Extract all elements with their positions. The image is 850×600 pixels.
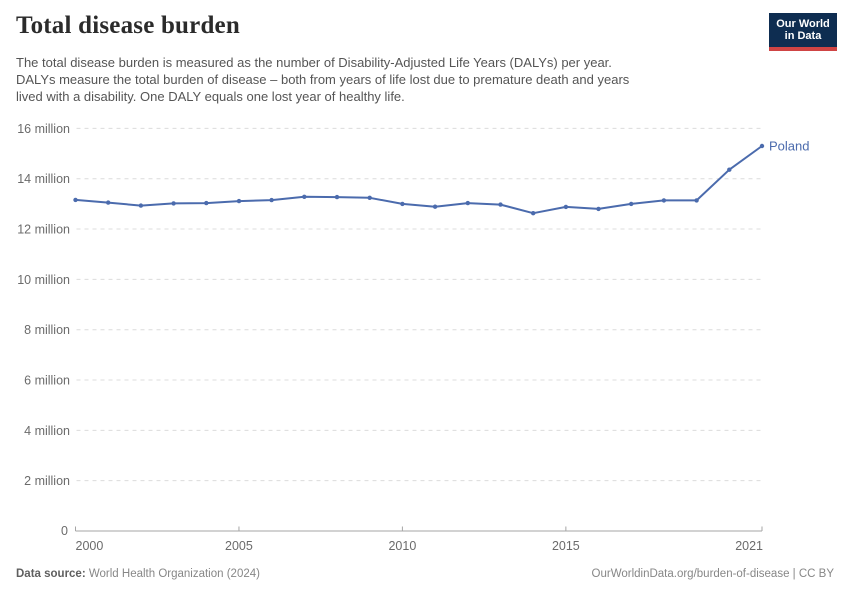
data-source: Data source: World Health Organization (… [16,568,260,580]
data-point-marker [563,204,569,210]
data-point-marker [661,198,667,203]
chart-footer: Data source: World Health Organization (… [0,566,850,586]
x-axis-tick-label: 2015 [552,539,580,553]
data-source-text: World Health Organization (2024) [85,568,260,580]
data-point-marker [596,206,601,212]
owid-logo[interactable]: Our World in Data [769,13,837,51]
data-point-marker [236,198,242,204]
x-axis-tick-label: 2010 [388,539,416,553]
data-point-marker [694,198,699,203]
x-axis-tick-label: 2000 [76,539,104,553]
y-axis-tick-label: 14 million [17,172,70,186]
data-point-marker [106,200,111,205]
y-axis-tick-label: 16 million [17,122,70,136]
data-point-marker [302,194,307,199]
data-point-marker [465,200,470,206]
data-point-marker [531,211,536,216]
poland-series-line[interactable] [74,145,763,215]
y-axis-tick-label: 8 million [24,323,70,337]
data-point-marker [367,195,372,200]
data-point-marker [334,194,340,200]
series-label-poland[interactable]: Poland [769,139,809,154]
y-axis-tick-label: 4 million [24,424,70,438]
data-point-marker [629,201,634,207]
y-axis-tick-label: 10 million [17,273,70,287]
x-axis-tick-label: 2021 [735,539,763,553]
data-point-marker [498,202,503,207]
data-point-marker [432,204,438,209]
data-point-marker [400,201,405,207]
data-point-marker [73,197,78,203]
data-point-marker [204,200,209,206]
data-point-marker [138,203,144,208]
data-source-label: Data source: [16,568,86,580]
y-axis-tick-label: 12 million [17,223,70,237]
footer-license-link[interactable]: OurWorldinData.org/burden-of-disease | C… [591,568,834,580]
chart-subtitle: The total disease burden is measured as … [16,55,630,104]
owid-logo-red-bar [769,47,837,51]
data-point-marker [269,197,274,203]
owid-logo-line2: in Data [784,30,822,42]
page-title: Total disease burden [16,12,240,39]
data-point-marker [759,143,765,149]
x-axis-tick-label: 2005 [225,539,253,553]
data-point-marker [171,201,176,206]
y-axis-tick-label: 6 million [24,374,70,388]
data-point-marker [727,167,732,172]
owid-logo-line1: Our World [776,18,830,30]
y-axis-tick-label: 2 million [24,474,70,488]
y-axis-tick-label: 0 [61,524,68,538]
